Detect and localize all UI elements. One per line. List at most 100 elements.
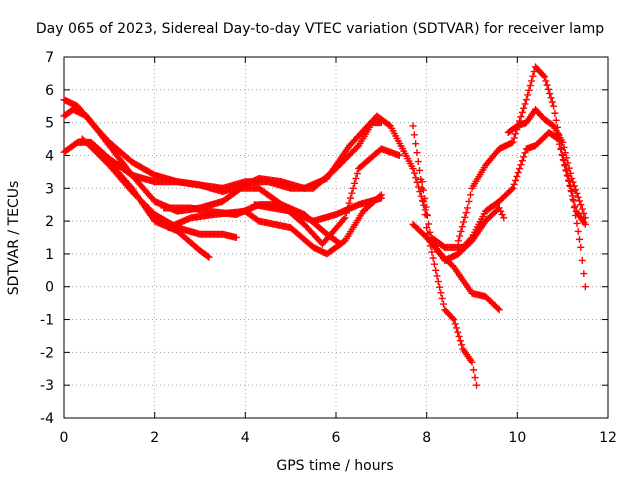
data-point — [509, 138, 517, 146]
data-point — [205, 253, 213, 261]
data-point — [450, 316, 458, 324]
data-point — [551, 109, 559, 117]
data-point — [349, 184, 357, 192]
data-point — [432, 266, 440, 274]
data-point — [581, 220, 589, 228]
data-point — [414, 158, 422, 166]
data-point — [581, 283, 589, 291]
data-point — [573, 219, 581, 227]
data-point — [449, 314, 457, 322]
data-point — [458, 223, 466, 231]
data-point — [529, 72, 537, 80]
x-tick-label: 6 — [332, 430, 341, 446]
data-point — [550, 102, 558, 110]
data-point — [544, 85, 552, 93]
data-point — [455, 332, 463, 340]
data-point — [564, 159, 572, 167]
data-point — [546, 90, 554, 98]
data-point — [520, 104, 528, 112]
data-point — [423, 211, 431, 219]
data-point — [581, 214, 589, 222]
data-point — [412, 174, 420, 182]
data-point — [507, 186, 515, 194]
data-point — [576, 235, 584, 243]
data-point — [473, 381, 481, 389]
data-point — [497, 207, 505, 215]
y-tick-label: 0 — [45, 280, 54, 296]
data-point — [395, 151, 403, 159]
data-point — [569, 196, 577, 204]
y-tick-label: 5 — [45, 116, 54, 132]
data-point — [561, 149, 569, 157]
data-point — [547, 94, 555, 102]
data-point — [580, 209, 588, 217]
series-arc-10 — [409, 122, 481, 389]
data-point — [517, 161, 525, 169]
data-point — [528, 77, 536, 85]
data-point — [539, 71, 547, 79]
data-point — [461, 213, 469, 221]
data-point — [456, 232, 464, 240]
data-point — [353, 170, 361, 178]
data-point — [467, 235, 475, 243]
data-point — [518, 157, 526, 165]
y-tick-label: -3 — [40, 378, 54, 394]
data-point — [409, 122, 417, 130]
data-point — [524, 91, 532, 99]
data-point — [572, 186, 580, 194]
data-point — [468, 358, 476, 366]
data-point — [552, 116, 560, 124]
data-point — [463, 204, 471, 212]
data-point — [568, 188, 576, 196]
x-tick-label: 0 — [60, 430, 69, 446]
data-point — [512, 176, 520, 184]
y-tick-label: 6 — [45, 83, 54, 99]
data-point — [569, 178, 577, 186]
data-point — [509, 184, 517, 192]
y-tick-label: 2 — [45, 214, 54, 230]
data-point — [521, 149, 529, 157]
data-point — [510, 134, 518, 142]
data-point — [471, 374, 479, 382]
data-point — [347, 194, 355, 202]
data-point — [460, 218, 468, 226]
data-point — [574, 193, 582, 201]
x-axis-label: GPS time / hours — [276, 458, 393, 474]
chart-title: Day 065 of 2023, Sidereal Day-to-day VTE… — [36, 21, 604, 37]
data-point — [454, 237, 462, 245]
y-axis-label: SDTVAR / TECUs — [6, 181, 22, 296]
x-tick-label: 2 — [150, 430, 159, 446]
y-tick-label: 7 — [45, 50, 54, 66]
data-point — [422, 203, 430, 211]
data-point — [518, 108, 526, 116]
y-tick-label: -4 — [40, 411, 54, 427]
data-point — [451, 320, 459, 328]
data-point — [470, 366, 478, 374]
data-point — [500, 214, 508, 222]
data-point — [413, 149, 421, 157]
data-point — [559, 138, 567, 146]
data-point — [415, 183, 423, 191]
data-point — [513, 172, 521, 180]
data-point — [495, 306, 503, 314]
data-point — [495, 204, 503, 212]
x-tick-label: 4 — [241, 430, 250, 446]
data-point — [512, 130, 520, 138]
data-point — [568, 174, 576, 182]
data-point — [426, 228, 434, 236]
data-point — [521, 100, 529, 108]
data-point — [517, 113, 525, 121]
data-point — [423, 224, 431, 232]
data-point — [433, 272, 441, 280]
y-tick-label: 3 — [45, 181, 54, 197]
data-point — [541, 73, 549, 81]
data-point — [576, 197, 584, 205]
data-point — [419, 186, 427, 194]
data-point — [410, 169, 418, 177]
x-tick-label: 10 — [508, 430, 526, 446]
data-point — [565, 164, 573, 172]
data-point — [573, 189, 581, 197]
data-point — [522, 96, 530, 104]
data-point — [351, 179, 359, 187]
